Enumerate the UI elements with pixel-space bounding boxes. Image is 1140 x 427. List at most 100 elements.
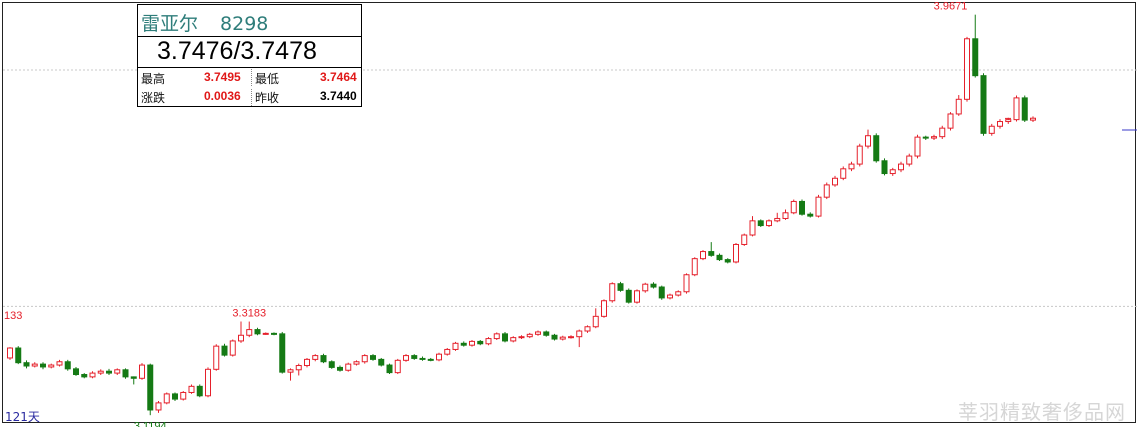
candle-body-down [328, 361, 335, 368]
candle [89, 371, 96, 379]
price-annotation: 3.9671 [934, 1, 968, 13]
candle-body-up [889, 169, 896, 175]
candle-body-down [106, 370, 112, 374]
candle-body-down [799, 200, 805, 215]
candle-body-down [460, 342, 467, 346]
candle-body-up [634, 290, 640, 303]
candle [394, 358, 401, 375]
candle [955, 95, 962, 116]
candle [15, 346, 22, 365]
candle-body-down [551, 334, 558, 340]
candle [163, 392, 170, 405]
candle-body-up [997, 121, 1003, 127]
candle-body-up [988, 125, 995, 134]
candle-body-up [691, 258, 698, 276]
candle [667, 293, 673, 300]
candle-body-up [848, 163, 855, 170]
candle-body-up [403, 355, 409, 361]
candle [477, 339, 484, 346]
candle [584, 325, 591, 333]
candle [246, 321, 253, 338]
candle-body-down [378, 358, 385, 366]
candle [205, 367, 211, 398]
candle [262, 332, 269, 335]
candle-body-down [15, 347, 22, 364]
candle-body-up [683, 274, 690, 293]
candle-body-up [865, 135, 871, 147]
candle-body-down [716, 254, 723, 261]
candle-body-up [526, 333, 533, 338]
candle-body-down [23, 362, 30, 367]
candle-body-up [700, 251, 706, 260]
candle-body-up [493, 333, 500, 340]
candle-body-down [271, 332, 277, 335]
candle-body-up [584, 326, 591, 332]
candle [782, 209, 789, 220]
candle [807, 212, 814, 218]
candle [48, 363, 55, 369]
candle-body-up [287, 369, 294, 373]
candle [559, 335, 566, 341]
candle-body-up [312, 355, 319, 360]
candle-body-up [469, 340, 475, 346]
candle [81, 373, 88, 379]
candle-body-down [81, 374, 88, 378]
candle-body-down [477, 340, 484, 345]
candle-body-down [658, 286, 665, 299]
candle-body-up [749, 220, 756, 236]
candle [1013, 95, 1020, 122]
candle [799, 199, 805, 216]
candle-body-up [295, 365, 302, 371]
high-value: 3.7495 [204, 70, 241, 84]
candle [444, 348, 451, 356]
candle [485, 337, 492, 346]
candle-body-up [304, 358, 310, 367]
candle-body-up [155, 402, 162, 411]
candle-body-down [370, 355, 376, 360]
candle-body-up [642, 283, 649, 292]
candle [700, 250, 706, 261]
candle [774, 212, 781, 223]
candle-body-up [56, 361, 63, 366]
candle [881, 158, 888, 176]
candle [757, 219, 764, 227]
candle-body-down [881, 160, 888, 175]
candle-body-up [914, 136, 921, 157]
candle-body-up [601, 300, 607, 317]
candle-body-down [40, 363, 46, 368]
candle-body-up [931, 136, 937, 139]
candle-body-down [411, 355, 418, 359]
candle-body-up [444, 348, 451, 355]
candle [122, 368, 129, 379]
candle [658, 285, 665, 300]
instrument-name: 雷亚尔 [141, 13, 199, 35]
candle-body-down [724, 259, 731, 263]
candle-body-up [733, 243, 739, 263]
candle-body-down [279, 333, 286, 373]
candle [840, 166, 847, 181]
candle-body-up [7, 347, 13, 359]
candle-body-down [122, 369, 129, 378]
candle [510, 336, 517, 343]
candle-body-down [196, 385, 203, 397]
candle [221, 343, 228, 357]
candle-body-up [139, 364, 145, 379]
candle-body-up [114, 369, 121, 374]
candle-body-down [147, 364, 154, 411]
candle-body-up [394, 359, 401, 374]
candle-body-up [485, 338, 492, 345]
candle [106, 368, 112, 375]
candle [188, 384, 195, 394]
candle [576, 329, 583, 348]
high-label: 最高 [141, 72, 166, 86]
candle [411, 354, 418, 360]
candle [617, 281, 624, 292]
candle [64, 359, 71, 371]
candle-body-up [947, 113, 954, 129]
candle [568, 335, 574, 339]
candle-body-up [782, 212, 789, 219]
candle-body-down [1021, 97, 1028, 121]
candle-body-up [518, 336, 525, 339]
candle [213, 344, 220, 371]
candle [939, 125, 946, 140]
